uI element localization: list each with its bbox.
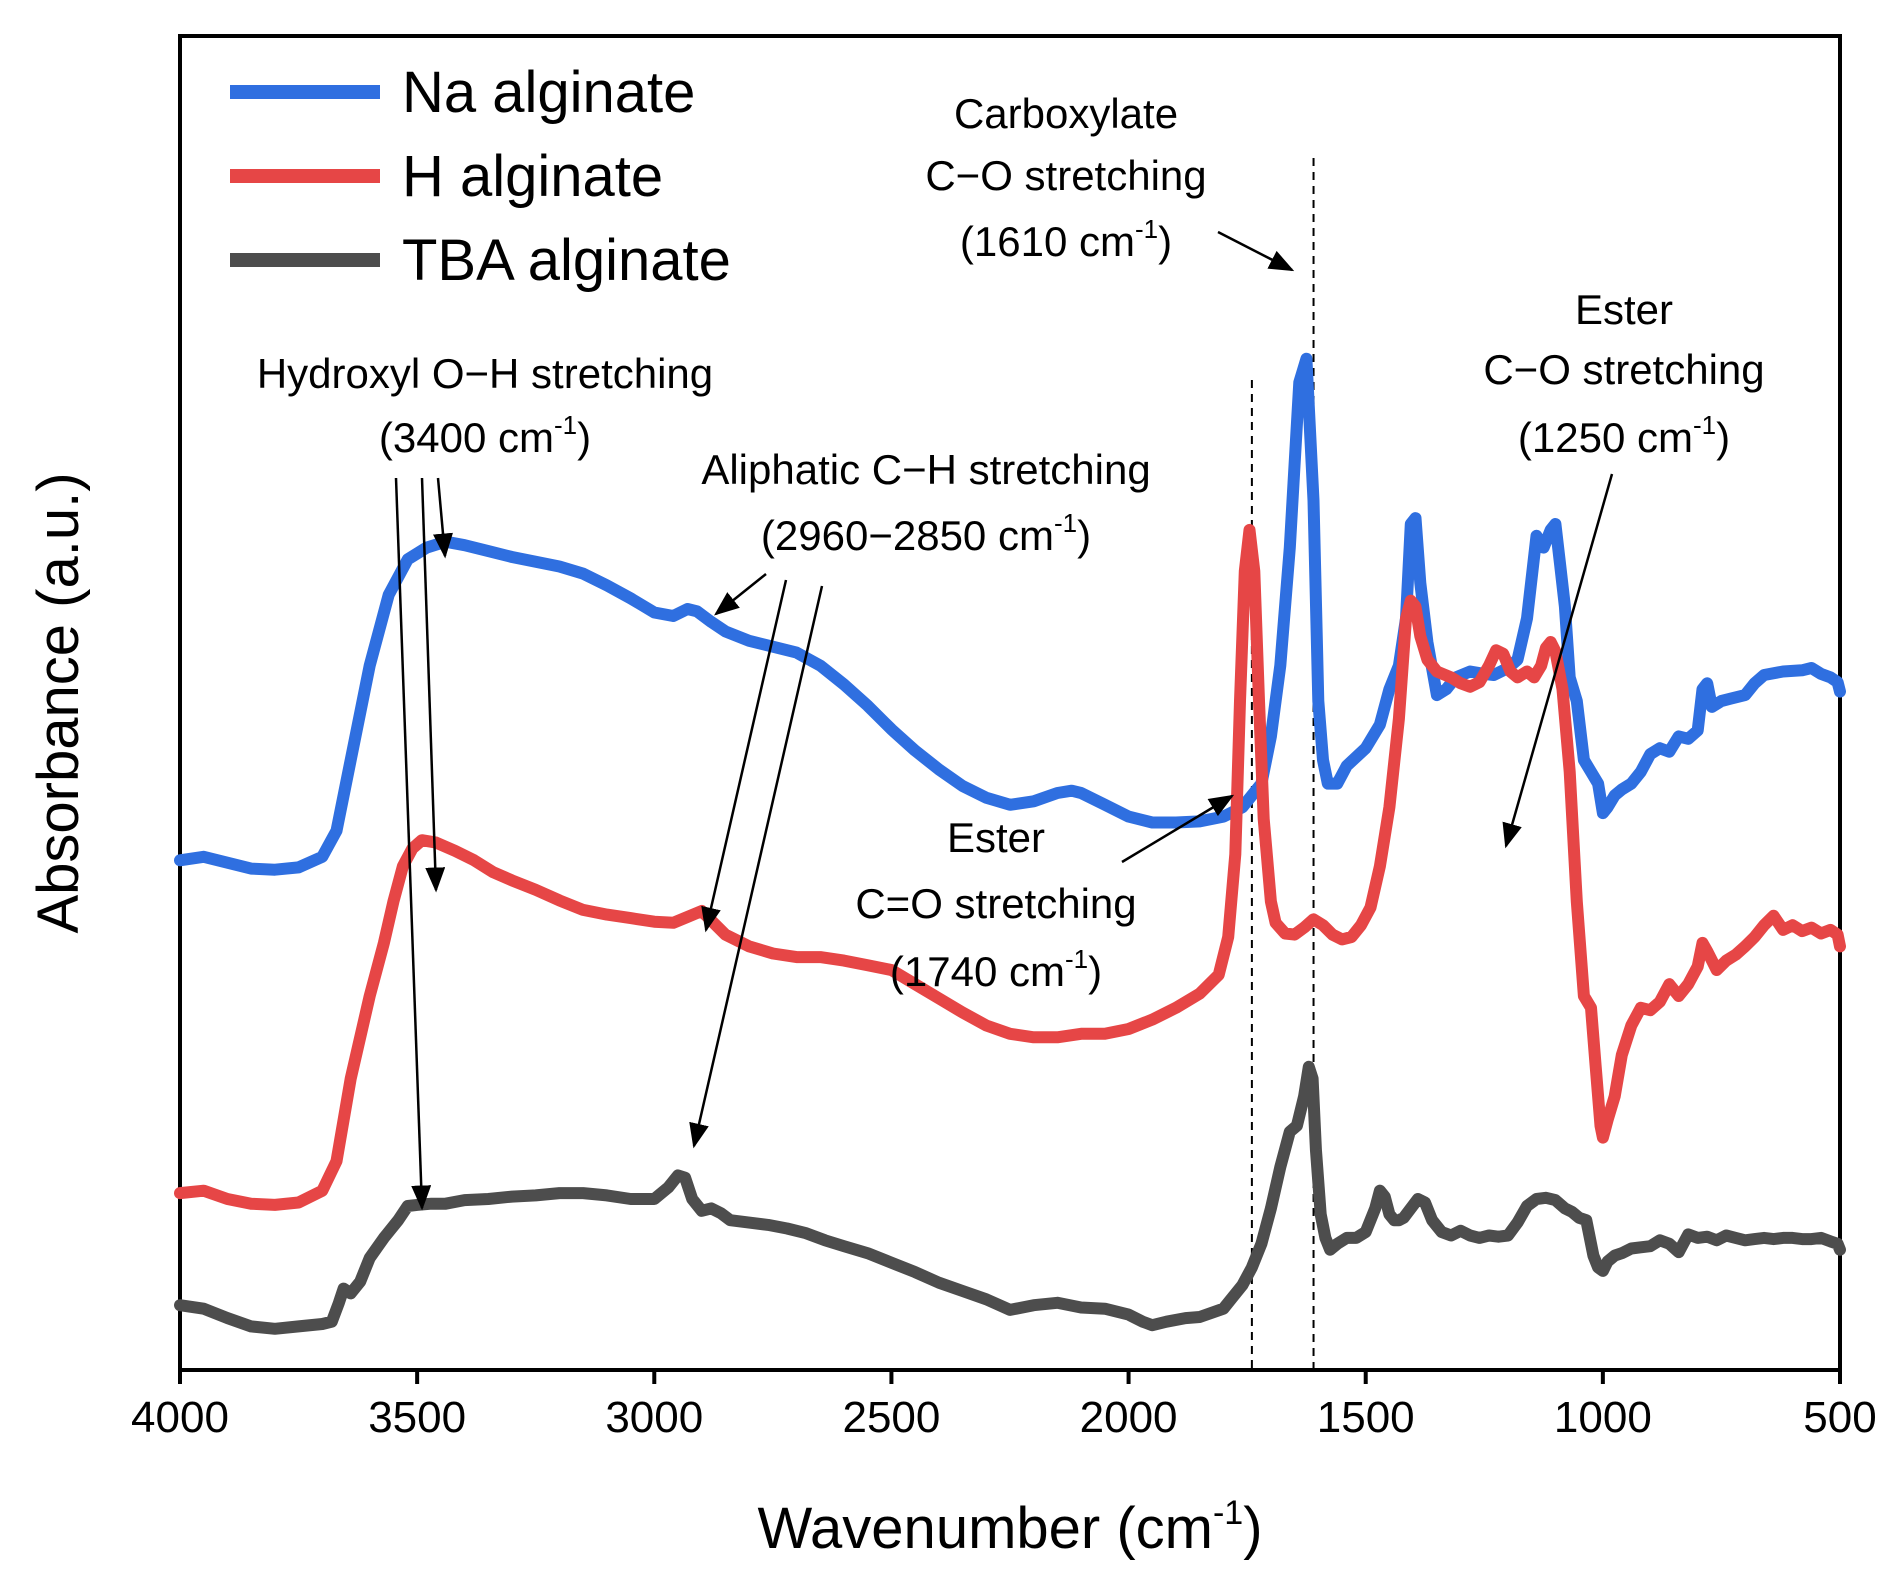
annotation-ester-c-o-label-1: Ester (1575, 286, 1673, 333)
x-axis-ticks: 4000 3500 3000 2500 2000 1500 1000 500 (131, 1370, 1877, 1442)
series-line-tba-alginate (174, 1060, 1846, 1335)
annotation-ester-co-label-2: C=O stretching (855, 880, 1136, 927)
legend-label-na-alginate: Na alginate (402, 60, 695, 125)
annotation-ester-co-value: (1740 cm-1) (890, 944, 1102, 995)
annotation-hydroxyl-value: (3400 cm-1) (379, 410, 591, 461)
annotation-carboxylate: Carboxylate C−O stretching (1610 cm-1) (925, 90, 1295, 272)
annotation-ester-co: Ester C=O stretching (1740 cm-1) (855, 794, 1235, 995)
annotation-ester-co-label-1: Ester (947, 814, 1045, 861)
annotation-ester-c-o-label-2: C−O stretching (1483, 346, 1764, 393)
x-tick-label: 3000 (605, 1393, 703, 1442)
annotation-aliphatic: Aliphatic C−H stretching (2960−2850 cm-1… (689, 446, 1151, 1149)
x-tick-label: 2000 (1080, 1393, 1178, 1442)
series-group (174, 352, 1846, 1335)
annotation-hydroxyl-arrow (394, 477, 432, 1211)
annotation-aliphatic-value: (2960−2850 cm-1) (761, 508, 1091, 559)
series-line-h-alginate (174, 523, 1846, 1211)
annotation-carboxylate-arrow (1217, 230, 1295, 272)
x-axis-title: Wavenumber (cm-1) (757, 1494, 1262, 1561)
annotation-aliphatic-arrow (714, 573, 767, 616)
legend-label-h-alginate: H alginate (402, 144, 663, 209)
annotation-carboxylate-label-2: C−O stretching (925, 152, 1206, 199)
annotation-ester-c-o: Ester C−O stretching (1250 cm-1) (1483, 286, 1765, 849)
annotation-hydroxyl-label: Hydroxyl O−H stretching (257, 350, 713, 397)
annotation-hydroxyl-arrow (433, 477, 453, 559)
annotation-aliphatic-label: Aliphatic C−H stretching (701, 446, 1150, 493)
x-tick-label: 500 (1803, 1393, 1876, 1442)
x-tick-label: 3500 (368, 1393, 466, 1442)
y-axis-title: Absorbance (a.u.) (26, 472, 91, 933)
annotation-aliphatic-arrow (701, 579, 788, 933)
x-tick-label: 1000 (1554, 1393, 1652, 1442)
legend: Na alginate H alginate TBA alginate (230, 60, 731, 293)
annotation-aliphatic-arrow (689, 585, 824, 1149)
x-tick-label: 2500 (842, 1393, 940, 1442)
x-tick-label: 4000 (131, 1393, 229, 1442)
annotation-hydroxyl: Hydroxyl O−H stretching (3400 cm-1) (257, 350, 713, 1211)
annotation-carboxylate-label-1: Carboxylate (954, 90, 1178, 137)
legend-label-tba-alginate: TBA alginate (402, 228, 731, 293)
annotation-carboxylate-value: (1610 cm-1) (960, 214, 1172, 265)
annotation-ester-c-o-value: (1250 cm-1) (1518, 410, 1730, 461)
x-tick-label: 1500 (1317, 1393, 1415, 1442)
plot-frame (178, 34, 1842, 1372)
series-line-na-alginate (174, 352, 1846, 876)
annotation-hydroxyl-arrow (420, 477, 446, 893)
annotation-ester-co-arrow (1121, 794, 1235, 864)
annotation-ester-c-o-arrow (1502, 473, 1614, 849)
